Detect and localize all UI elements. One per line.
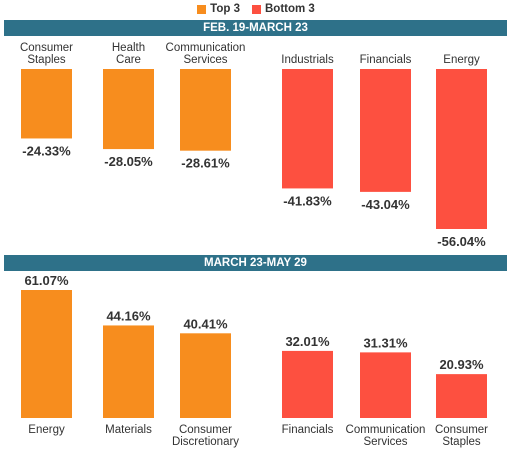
value-label: -43.04% (361, 197, 410, 212)
bar (282, 69, 333, 189)
bar (282, 350, 333, 418)
category-label: Health Care (112, 42, 145, 66)
category-label: Financials (360, 54, 412, 66)
chart-panel-2: 61.07% Energy 44.16% Materials 40.41% Consume… (21, 273, 488, 448)
legend-swatch-top3 (197, 4, 207, 14)
value-label: 31.31% (363, 335, 408, 350)
bar (103, 69, 154, 150)
value-label: 32.01% (285, 334, 330, 349)
category-label: Financials (282, 424, 334, 436)
category-label: Energy (28, 424, 65, 436)
chart-panel-1: Consumer Staples -24.33% Health Care -28.05% C… (20, 42, 487, 249)
value-label: 20.93% (439, 357, 484, 372)
value-label: -28.05% (104, 154, 153, 169)
value-label: 40.41% (183, 316, 228, 331)
bar (360, 69, 411, 192)
bar (360, 352, 411, 418)
category-label: Communication Services (166, 42, 246, 66)
bar (103, 325, 154, 418)
panel2-title: MARCH 23-MAY 29 (4, 255, 507, 271)
legend-swatch-bottom3 (251, 4, 261, 14)
chart-legend: Top 3 Bottom 3 (0, 0, 512, 18)
legend-label-top3: Top 3 (210, 3, 240, 15)
value-label: 44.16% (106, 308, 151, 323)
value-label: -56.04% (437, 234, 486, 249)
value-label: 61.07% (24, 273, 69, 288)
legend-item-bottom3: Bottom 3 (251, 3, 315, 15)
category-label: Energy (443, 54, 480, 66)
bar (21, 290, 72, 418)
legend-item-top3: Top 3 (197, 3, 240, 15)
value-label: -28.61% (181, 156, 230, 171)
category-label: Materials (105, 424, 152, 436)
value-label: -41.83% (283, 193, 332, 208)
category-label: Communication Services (346, 424, 426, 448)
category-label: Consumer Discretionary (172, 424, 239, 448)
category-label: Consumer Staples (20, 42, 73, 66)
bar (180, 69, 231, 151)
value-label: -24.33% (22, 143, 71, 158)
bar (21, 69, 72, 139)
legend-label-bottom3: Bottom 3 (264, 3, 315, 15)
bar (436, 69, 487, 229)
category-label: Consumer Staples (435, 424, 488, 448)
category-label: Industrials (281, 54, 334, 66)
bar (180, 333, 231, 418)
bar (436, 374, 487, 418)
panel1-title: FEB. 19-MARCH 23 (4, 20, 507, 36)
